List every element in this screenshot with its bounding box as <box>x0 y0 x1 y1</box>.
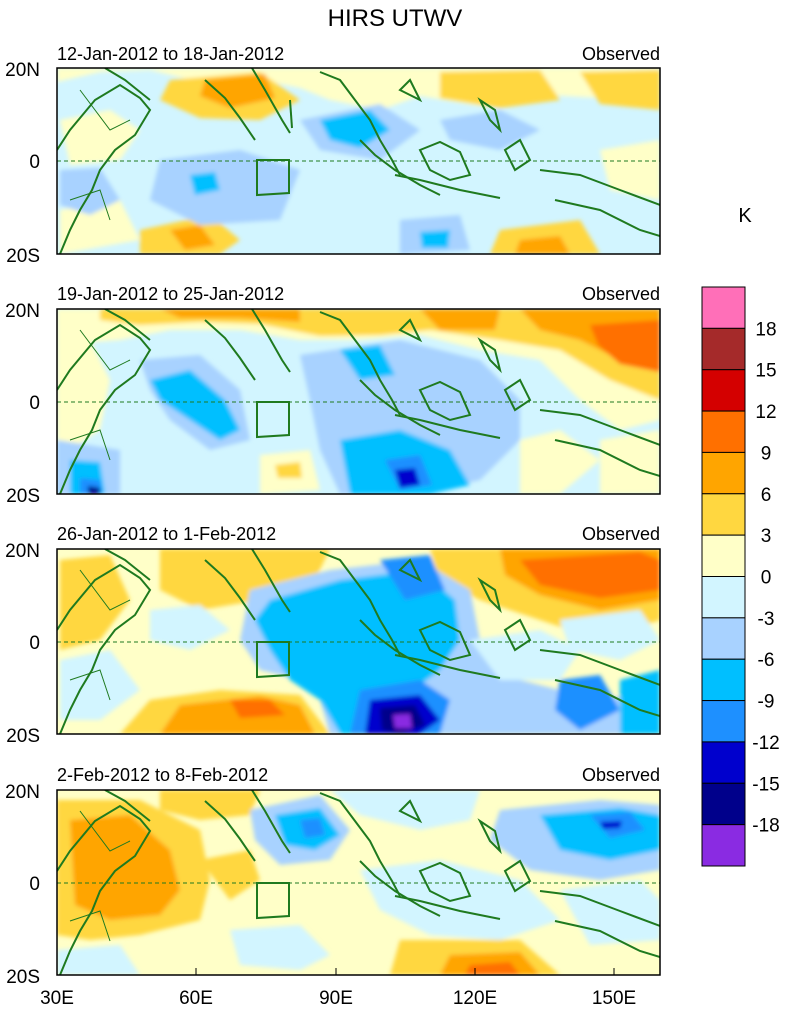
region-box <box>256 159 290 197</box>
panel-date-range: 12-Jan-2012 to 18-Jan-2012 <box>57 44 284 64</box>
map-panel-3: 26-Jan-2012 to 1-Feb-2012 Observed 20N 0… <box>5 524 661 747</box>
colorbar-label: -12 <box>752 733 779 754</box>
colorbar-swatch <box>701 824 746 867</box>
panel-frame <box>56 789 661 976</box>
panel-label: Observed <box>582 765 660 785</box>
colorbar-swatch <box>701 451 746 495</box>
panel-frame <box>56 67 661 255</box>
colorbar-swatch <box>701 327 746 371</box>
colorbar-label: 18 <box>755 319 776 340</box>
anomaly-field <box>57 549 660 734</box>
colorbar-swatch <box>701 286 746 329</box>
colorbar-label: 12 <box>755 402 776 423</box>
colorbar-swatch <box>701 700 746 743</box>
colorbar-label: -15 <box>752 774 779 795</box>
borders <box>69 569 131 701</box>
x-tick-label: 60E <box>179 988 213 1009</box>
panel-frame <box>56 548 661 735</box>
y-tick-label: 20N <box>5 782 40 803</box>
panel-label: Observed <box>582 284 660 304</box>
map-panel-1: 12-Jan-2012 to 18-Jan-2012 Observed 20N … <box>5 44 661 267</box>
borders <box>69 329 131 461</box>
colorbar-label: 0 <box>761 568 772 589</box>
colorbar-label: 6 <box>761 485 772 506</box>
x-axis: 30E 60E 90E 120E 150E <box>40 968 636 1009</box>
colorbar-label: -18 <box>752 816 779 837</box>
x-tick-label: 120E <box>453 988 497 1009</box>
colorbar-label: 15 <box>755 361 776 382</box>
y-tick-label: 20N <box>5 60 40 81</box>
y-tick-label: 0 <box>29 874 40 895</box>
coastlines <box>57 790 660 975</box>
coastlines <box>57 68 660 254</box>
y-tick-label: 20N <box>5 541 40 562</box>
colorbar-swatch <box>701 534 746 578</box>
panel-date-range: 19-Jan-2012 to 25-Jan-2012 <box>57 284 284 304</box>
colorbar-label: -6 <box>758 650 775 671</box>
borders <box>69 89 131 221</box>
y-tick-label: 20S <box>6 246 40 267</box>
x-tick-label: 30E <box>40 988 74 1009</box>
map-panel-2: 19-Jan-2012 to 25-Jan-2012 Observed 20N … <box>5 284 661 507</box>
y-tick-label: 20S <box>6 486 40 507</box>
region-box <box>256 401 290 439</box>
colorbar-label: -9 <box>758 692 775 713</box>
panel-date-range: 26-Jan-2012 to 1-Feb-2012 <box>57 524 276 544</box>
colorbar-swatch <box>701 576 746 619</box>
colorbar-label: -3 <box>758 609 775 630</box>
panel-date-range: 2-Feb-2012 to 8-Feb-2012 <box>57 765 268 785</box>
colorbar-label: 9 <box>761 443 772 464</box>
colorbar-swatch <box>701 369 746 412</box>
figure-title: HIRS UTWV <box>328 5 463 32</box>
map-panel-4: 2-Feb-2012 to 8-Feb-2012 Observed 20N 0 … <box>5 765 661 988</box>
coastlines <box>57 309 660 494</box>
colorbar-swatch <box>701 410 746 453</box>
colorbar-swatch <box>701 782 746 826</box>
borders <box>69 810 131 942</box>
y-tick-label: 20S <box>6 726 40 747</box>
colorbar: 18 15 12 9 6 3 0 -3 -6 -9 -12 -15 -18 <box>701 286 780 867</box>
colorbar-swatch <box>701 617 746 660</box>
colorbar-swatch <box>701 741 746 784</box>
region-box <box>256 641 290 679</box>
panel-frame <box>56 308 661 495</box>
panel-label: Observed <box>582 44 660 64</box>
y-tick-label: 0 <box>29 152 40 173</box>
y-tick-label: 0 <box>29 633 40 654</box>
y-tick-label: 0 <box>29 393 40 414</box>
panel-label: Observed <box>582 524 660 544</box>
anomaly-field <box>57 68 660 254</box>
colorbar-label: 3 <box>761 526 772 547</box>
colorbar-swatch <box>701 493 746 536</box>
units-label: K <box>738 205 752 227</box>
region-box <box>256 882 290 920</box>
anomaly-field <box>57 790 660 975</box>
anomaly-field <box>57 309 660 494</box>
coastlines <box>57 549 660 734</box>
y-tick-label: 20S <box>6 967 40 988</box>
x-tick-label: 90E <box>319 988 353 1009</box>
colorbar-swatch <box>701 658 746 702</box>
x-tick-label: 150E <box>592 988 636 1009</box>
y-tick-label: 20N <box>5 301 40 322</box>
